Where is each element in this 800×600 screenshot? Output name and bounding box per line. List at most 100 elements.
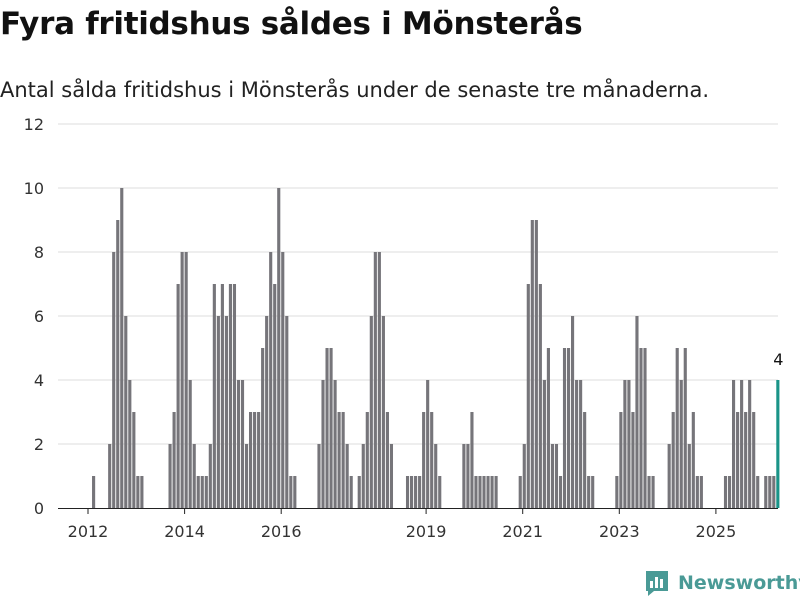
bar <box>220 284 224 508</box>
bar <box>699 476 703 508</box>
bar <box>140 476 144 508</box>
brand-name: Newsworthy <box>678 572 800 594</box>
chart-subtitle: Antal sålda fritidshus i Mönsterås under… <box>0 78 710 102</box>
bar <box>522 444 526 508</box>
bar <box>494 476 498 508</box>
bar <box>732 380 736 508</box>
bar <box>639 348 643 508</box>
bar <box>768 476 772 508</box>
bar-chart-icon <box>646 571 668 596</box>
bar <box>675 348 679 508</box>
bar <box>168 444 172 508</box>
bar <box>273 284 277 508</box>
bar <box>566 348 571 508</box>
data-label: 4 <box>773 350 783 369</box>
bar <box>430 412 434 508</box>
bar <box>357 476 361 508</box>
bar <box>116 220 120 508</box>
bar <box>208 444 212 508</box>
bar <box>756 476 760 508</box>
bar <box>635 316 639 508</box>
bar <box>196 476 200 508</box>
bar <box>200 476 204 508</box>
bar <box>695 476 699 508</box>
bar <box>345 444 349 508</box>
bar <box>188 380 192 508</box>
bar <box>434 444 438 508</box>
bar <box>92 476 96 508</box>
bar <box>341 412 345 508</box>
bar <box>361 444 365 508</box>
bar <box>534 220 538 508</box>
x-tick-label: 2014 <box>164 522 205 541</box>
bar <box>128 380 132 508</box>
bar <box>176 284 180 508</box>
bar <box>180 252 184 508</box>
bar <box>462 444 466 508</box>
chart-title: Fyra fritidshus såldes i Mönsterås <box>0 6 583 42</box>
bar <box>583 412 587 508</box>
bar <box>329 348 333 508</box>
bar <box>385 412 389 508</box>
bar <box>426 380 430 508</box>
bar <box>627 380 631 508</box>
bar <box>474 476 478 508</box>
bar <box>257 412 261 508</box>
bar <box>369 316 373 508</box>
bar <box>240 380 245 508</box>
y-axis-tick-labels: 0 2 4 6 8 10 12 <box>24 115 44 518</box>
bar <box>317 444 321 508</box>
bar <box>526 284 530 508</box>
bar <box>120 188 124 508</box>
x-tick-label: 2019 <box>406 522 447 541</box>
bar <box>736 412 740 508</box>
bar <box>579 380 583 508</box>
bar <box>542 380 546 508</box>
bar <box>325 348 329 508</box>
bar <box>321 380 325 508</box>
bar <box>723 476 728 508</box>
bar <box>470 412 474 508</box>
bar <box>293 476 297 508</box>
y-tick-label: 12 <box>24 115 44 134</box>
bar <box>518 476 522 508</box>
bar <box>615 476 619 508</box>
bar <box>683 348 687 508</box>
bar <box>381 316 385 508</box>
bar <box>538 284 542 508</box>
bar <box>184 252 188 508</box>
bar <box>575 380 579 508</box>
bar <box>651 476 655 508</box>
bar <box>562 348 567 508</box>
bar <box>277 188 281 508</box>
bar <box>727 476 732 508</box>
bar <box>687 444 691 508</box>
bar <box>587 476 591 508</box>
bar <box>764 476 768 508</box>
bar <box>667 444 671 508</box>
data-labels: 4 <box>773 350 783 369</box>
bar <box>333 380 337 508</box>
y-tick-label: 4 <box>34 371 44 390</box>
bar <box>478 476 482 508</box>
bar <box>112 252 116 508</box>
bar <box>671 412 675 508</box>
bar-highlight <box>776 380 780 508</box>
bar <box>490 476 494 508</box>
bar <box>136 476 140 508</box>
bar <box>389 444 394 508</box>
bar <box>438 476 442 508</box>
bar <box>631 412 635 508</box>
bar <box>236 380 241 508</box>
bar <box>349 476 353 508</box>
newsworthy-logo: Newsworthy <box>644 568 800 598</box>
bar <box>265 316 269 508</box>
bar <box>740 380 744 508</box>
bar <box>410 476 414 508</box>
bar <box>244 444 249 508</box>
bar <box>269 252 273 508</box>
bar <box>204 476 208 508</box>
bar <box>643 348 647 508</box>
y-tick-label: 8 <box>34 243 44 262</box>
